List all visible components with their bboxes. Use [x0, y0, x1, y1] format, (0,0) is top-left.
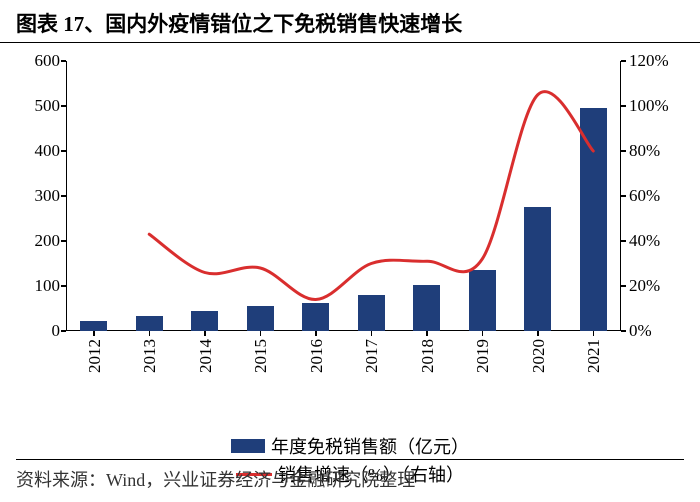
- source-bar: 资料来源：Wind，兴业证券经济与金融研究院整理: [16, 459, 684, 492]
- source-text: 资料来源：Wind，兴业证券经济与金融研究院整理: [16, 470, 415, 490]
- x-label: 2015: [251, 339, 271, 373]
- line-overlay: [16, 53, 631, 341]
- y-right-label: 100%: [629, 96, 679, 116]
- x-label: 2018: [418, 339, 438, 373]
- legend-item-bar: 年度免税销售额（亿元）: [0, 433, 700, 459]
- y-right-label: 80%: [629, 141, 679, 161]
- x-label: 2014: [196, 339, 216, 373]
- y-right-label: 20%: [629, 276, 679, 296]
- x-label: 2019: [473, 339, 493, 373]
- chart-title: 图表 17、国内外疫情错位之下免税销售快速增长: [16, 12, 462, 36]
- y-right-label: 120%: [629, 51, 679, 71]
- growth-line: [149, 92, 593, 300]
- x-label: 2012: [85, 339, 105, 373]
- x-label: 2013: [140, 339, 160, 373]
- x-label: 2016: [307, 339, 327, 373]
- y-right-label: 60%: [629, 186, 679, 206]
- y-right-label: 40%: [629, 231, 679, 251]
- legend-bar-label: 年度免税销售额（亿元）: [271, 433, 469, 459]
- chart-zone: 01002003004005006000%20%40%60%80%100%120…: [16, 53, 684, 383]
- x-label: 2017: [362, 339, 382, 373]
- bar-swatch: [231, 439, 265, 453]
- title-bar: 图表 17、国内外疫情错位之下免税销售快速增长: [0, 0, 700, 43]
- figure-container: 图表 17、国内外疫情错位之下免税销售快速增长 0100200300400500…: [0, 0, 700, 502]
- x-label: 2021: [584, 339, 604, 373]
- x-label: 2020: [529, 339, 549, 373]
- y-right-label: 0%: [629, 321, 679, 341]
